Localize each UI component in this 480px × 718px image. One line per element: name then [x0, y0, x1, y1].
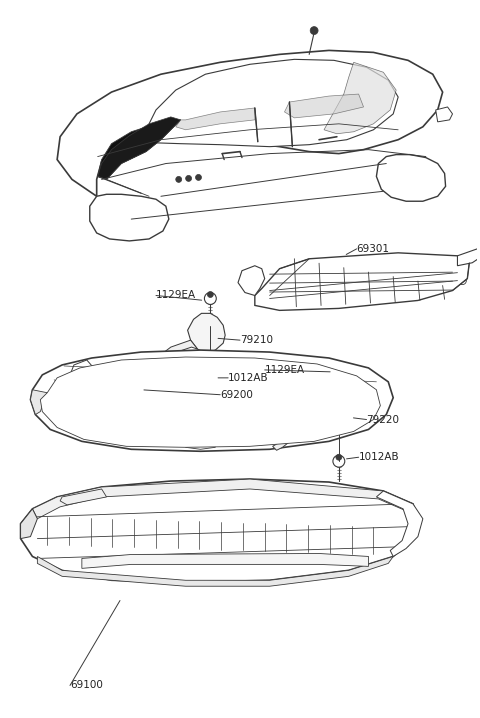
- Text: 1129EA: 1129EA: [156, 291, 196, 301]
- Circle shape: [197, 327, 213, 343]
- Polygon shape: [57, 50, 443, 196]
- Circle shape: [195, 174, 202, 180]
- Polygon shape: [141, 60, 398, 146]
- Text: 69301: 69301: [357, 244, 390, 254]
- Circle shape: [336, 454, 342, 460]
- Polygon shape: [21, 509, 37, 538]
- Polygon shape: [97, 120, 180, 180]
- Circle shape: [124, 214, 134, 224]
- Polygon shape: [316, 393, 354, 432]
- Polygon shape: [238, 266, 264, 296]
- Polygon shape: [255, 253, 469, 310]
- Polygon shape: [273, 419, 326, 450]
- Circle shape: [176, 177, 182, 182]
- Circle shape: [207, 371, 213, 377]
- Bar: [77, 544, 96, 556]
- Circle shape: [326, 406, 342, 422]
- Polygon shape: [21, 479, 418, 582]
- Polygon shape: [186, 439, 216, 449]
- Text: 1129EA: 1129EA: [264, 365, 305, 375]
- Polygon shape: [40, 357, 380, 447]
- Polygon shape: [70, 360, 94, 382]
- Polygon shape: [176, 108, 255, 130]
- Circle shape: [207, 292, 213, 297]
- Text: 69200: 69200: [220, 390, 253, 400]
- Text: 1012AB: 1012AB: [228, 373, 269, 383]
- Polygon shape: [60, 489, 107, 505]
- Circle shape: [330, 411, 338, 419]
- Polygon shape: [30, 350, 393, 452]
- Circle shape: [406, 174, 416, 185]
- Text: 1012AB: 1012AB: [359, 452, 399, 462]
- Polygon shape: [30, 390, 47, 414]
- Polygon shape: [457, 249, 480, 266]
- Polygon shape: [376, 154, 445, 201]
- Polygon shape: [376, 491, 423, 556]
- Polygon shape: [324, 62, 396, 134]
- Circle shape: [336, 363, 342, 369]
- Bar: [228, 432, 243, 442]
- Text: 79210: 79210: [240, 335, 273, 345]
- Circle shape: [310, 27, 318, 34]
- Circle shape: [186, 175, 192, 182]
- Polygon shape: [186, 353, 213, 387]
- Bar: [248, 432, 263, 442]
- Text: 79220: 79220: [367, 414, 399, 424]
- Bar: [268, 432, 283, 442]
- Polygon shape: [33, 479, 413, 518]
- Polygon shape: [148, 340, 197, 367]
- Polygon shape: [82, 554, 369, 569]
- Polygon shape: [90, 195, 169, 241]
- Circle shape: [202, 331, 209, 339]
- Polygon shape: [285, 94, 363, 118]
- Polygon shape: [188, 313, 225, 353]
- Polygon shape: [97, 117, 180, 180]
- Bar: [378, 541, 398, 552]
- Text: 69100: 69100: [70, 681, 103, 691]
- Polygon shape: [436, 107, 453, 122]
- Polygon shape: [37, 556, 393, 586]
